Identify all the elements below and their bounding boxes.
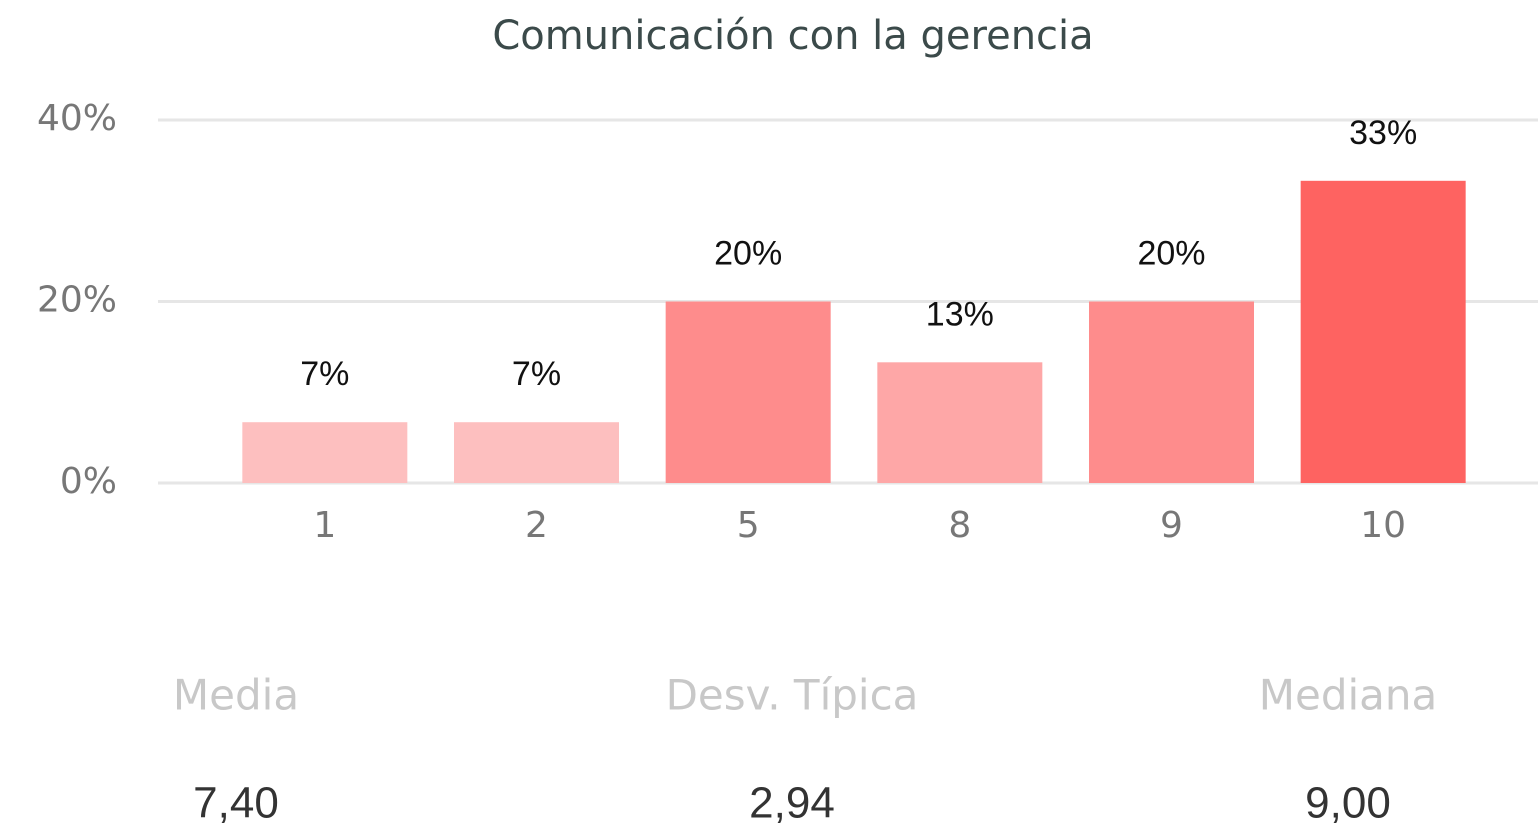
x-tick-label: 9 (1160, 505, 1183, 546)
stat-label: Desv. Típica (666, 671, 919, 720)
stat-value: 9,00 (1305, 779, 1391, 828)
bar (877, 362, 1043, 483)
chart-title: Comunicación con la gerencia (492, 13, 1093, 59)
bar (454, 422, 619, 483)
stat-label: Mediana (1259, 671, 1438, 720)
bar (1300, 180, 1466, 484)
y-tick-label: 0% (60, 461, 117, 502)
stat-label: Media (173, 671, 299, 720)
data-label: 13% (926, 295, 994, 333)
bar (665, 301, 831, 483)
y-tick-label: 40% (37, 98, 117, 139)
bar (242, 422, 408, 483)
data-label: 7% (512, 355, 561, 393)
x-tick-label: 5 (737, 505, 760, 546)
x-tick-label: 2 (525, 505, 548, 546)
data-label: 20% (714, 234, 782, 272)
data-label: 20% (1137, 234, 1205, 272)
x-tick-label: 8 (948, 505, 971, 546)
x-tick-label: 1 (313, 505, 336, 546)
stat-value: 2,94 (749, 779, 835, 828)
bar (1089, 301, 1254, 483)
x-tick-label: 10 (1360, 505, 1406, 546)
stat-value: 7,40 (193, 779, 279, 828)
data-label: 7% (300, 355, 349, 393)
y-tick-label: 20% (37, 280, 117, 321)
data-label: 33% (1349, 114, 1417, 152)
